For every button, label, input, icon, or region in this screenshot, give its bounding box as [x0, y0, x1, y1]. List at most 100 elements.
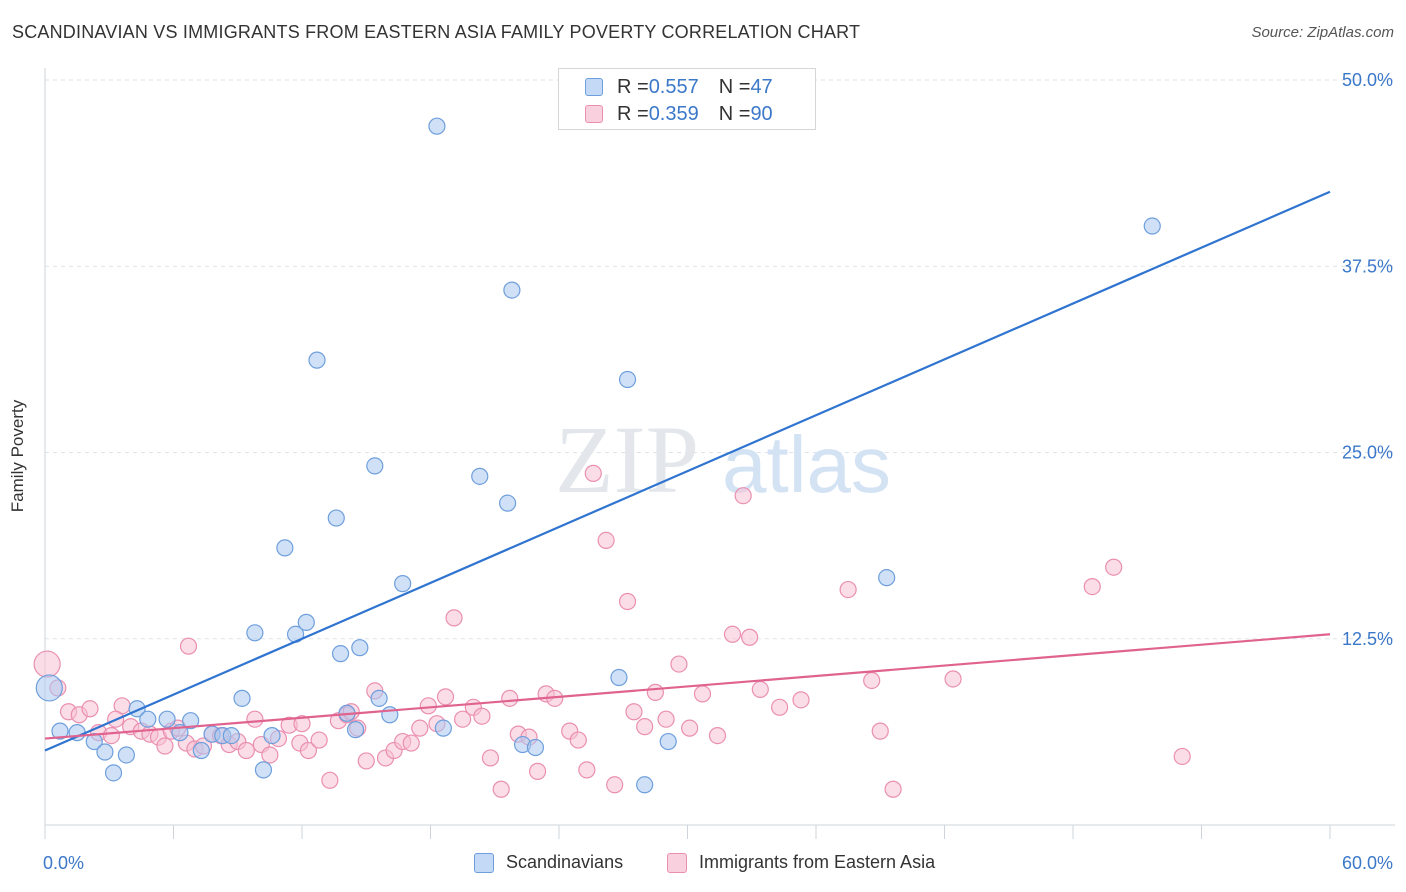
immigrant-point: [770, 698, 789, 716]
immigrant-point: [578, 761, 596, 779]
series-scandinavians-points: [35, 71, 1161, 794]
legend-row-scandinavians: R = 0.557 N = 47: [585, 74, 773, 100]
scandinavian-point: [636, 776, 654, 794]
grid-layer: [45, 79, 1395, 640]
immigrant-point: [299, 741, 318, 760]
immigrant-point: [646, 683, 664, 701]
scandinavian-point: [254, 761, 273, 779]
legend-r-label: R =: [617, 75, 649, 98]
scandinavian-point: [499, 494, 517, 512]
scandinavian-point: [308, 351, 326, 369]
y-tick-label: 50.0%: [1342, 70, 1393, 90]
scandinavian-point: [526, 738, 545, 757]
scandinavian-point: [104, 764, 123, 782]
series-legend: Scandinavians Immigrants from Eastern As…: [0, 852, 1406, 876]
immigrant-point: [246, 710, 264, 728]
x-tick-label: 0.0%: [43, 853, 84, 873]
immigrant-point: [501, 689, 519, 707]
scandinavian-point: [434, 719, 452, 737]
scandinavian-point: [246, 624, 264, 642]
immigrant-point: [261, 746, 279, 764]
scandinavian-point: [370, 689, 388, 707]
immigrant-point: [884, 780, 902, 798]
legend-r-value: 0.359: [648, 102, 699, 125]
immigrant-point: [481, 749, 500, 767]
legend-n-label: N =: [718, 102, 751, 125]
watermark-zip: ZIP: [555, 406, 699, 513]
immigrant-point: [321, 771, 339, 789]
immigrant-point: [863, 671, 881, 690]
scandinavian-point: [51, 722, 69, 740]
immigrant-point: [528, 762, 547, 780]
legend-swatch-blue: [585, 78, 603, 96]
immigrant-point: [33, 650, 61, 678]
immigrant-point: [839, 580, 857, 599]
immigrant-point: [625, 703, 643, 721]
scandinavian-point: [297, 613, 315, 631]
immigrant-point: [606, 776, 624, 794]
legend-swatch-blue: [474, 852, 494, 873]
immigrant-point: [693, 685, 712, 703]
legend-n-label: N =: [718, 75, 751, 98]
immigrant-point: [179, 637, 198, 655]
immigrant-point: [734, 487, 752, 505]
tick-labels: 12.5% 25.0% 37.5% 50.0% 0.0% 60.0%: [43, 70, 1393, 873]
immigrant-point: [618, 592, 637, 611]
scandinavian-point: [117, 746, 135, 764]
immigrant-point: [636, 718, 654, 736]
legend-item-immigrants[interactable]: Immigrants from Eastern Asia: [667, 852, 935, 873]
scandinavian-point: [233, 689, 251, 707]
scandinavian-point: [276, 539, 294, 557]
scandinavian-point: [327, 509, 345, 527]
immigrant-point: [293, 715, 311, 733]
watermark: ZIP atlas: [555, 406, 891, 513]
source-label: Source: ZipAtlas.com: [1251, 24, 1394, 41]
legend-swatch-pink: [585, 105, 603, 123]
scandinavian-point: [878, 569, 896, 587]
x-tick-label: 60.0%: [1342, 853, 1393, 873]
scandinavian-point: [96, 743, 114, 761]
immigrant-point: [436, 688, 455, 706]
scandinavian-point: [158, 710, 176, 728]
immigrant-point: [492, 780, 510, 798]
immigrant-point: [584, 464, 602, 482]
scandinavian-point: [366, 457, 384, 475]
scandinavian-point: [351, 639, 369, 657]
legend-r-value: 0.557: [648, 75, 699, 98]
legend-swatch-pink: [667, 852, 687, 873]
immigrant-point: [237, 741, 255, 760]
immigrant-point: [681, 719, 699, 737]
immigrant-point: [402, 734, 420, 752]
scandinavian-trendline: [44, 190, 1331, 752]
immigrant-point: [741, 628, 759, 646]
y-axis-label: Family Poverty: [8, 399, 27, 513]
immigrant-point: [473, 707, 491, 725]
scandinavian-point: [610, 668, 628, 687]
immigrant-point: [310, 731, 328, 749]
immigrant-point: [156, 737, 174, 755]
scandinavian-point: [659, 732, 677, 751]
scandinavian-point: [1143, 217, 1161, 235]
immigrant-point: [411, 719, 429, 737]
immigrant-point: [871, 722, 889, 740]
immigrant-point: [708, 726, 727, 745]
immigrant-point: [723, 625, 742, 643]
legend-r-label: R =: [617, 102, 649, 125]
legend-row-immigrants: R = 0.359 N = 90: [585, 101, 773, 127]
immigrant-point: [751, 680, 769, 699]
immigrant-point: [1083, 577, 1101, 596]
legend-item-scandinavians[interactable]: Scandinavians: [474, 852, 623, 873]
immigrant-point: [102, 726, 120, 745]
scandinavian-point: [471, 467, 489, 485]
trendlines: [44, 190, 1331, 752]
y-tick-label: 25.0%: [1342, 443, 1393, 463]
immigrant-point: [1105, 558, 1123, 576]
scandinavian-point: [192, 741, 210, 760]
legend-label: Scandinavians: [506, 852, 624, 872]
immigrant-point: [670, 655, 688, 673]
immigrant-point: [419, 697, 437, 715]
immigrant-point: [445, 609, 463, 627]
immigrant-point: [792, 691, 810, 709]
immigrant-point: [81, 700, 99, 718]
